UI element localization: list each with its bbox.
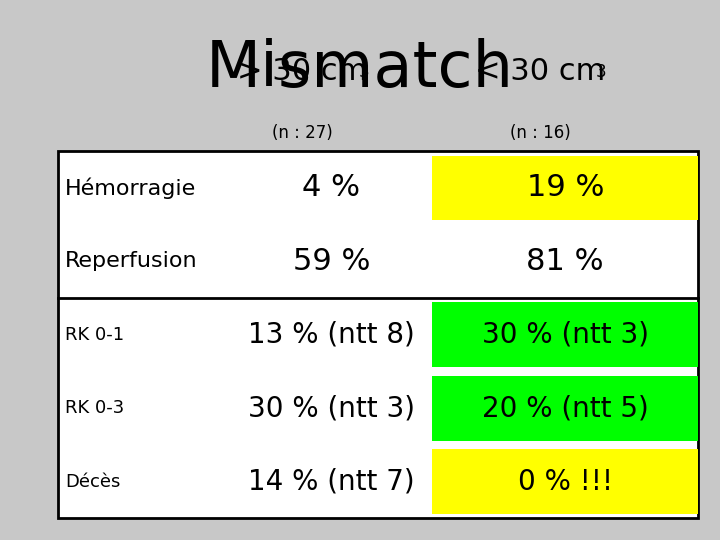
Text: 13 % (ntt 8): 13 % (ntt 8): [248, 321, 415, 349]
FancyBboxPatch shape: [432, 302, 698, 367]
Text: > 30 cm: > 30 cm: [238, 57, 367, 86]
Text: (n : 16): (n : 16): [510, 124, 570, 142]
Text: 3: 3: [596, 63, 606, 81]
Text: Décès: Décès: [65, 472, 120, 491]
Text: RK 0-1: RK 0-1: [65, 326, 124, 344]
Text: 14 % (ntt 7): 14 % (ntt 7): [248, 468, 415, 496]
FancyBboxPatch shape: [58, 151, 698, 518]
FancyBboxPatch shape: [432, 376, 698, 441]
Text: RK 0-3: RK 0-3: [65, 399, 124, 417]
Text: (n : 27): (n : 27): [272, 124, 333, 142]
Text: 81 %: 81 %: [526, 247, 604, 276]
Text: 19 %: 19 %: [526, 173, 604, 202]
Text: 30 % (ntt 3): 30 % (ntt 3): [248, 394, 415, 422]
Text: 30 % (ntt 3): 30 % (ntt 3): [482, 321, 649, 349]
FancyBboxPatch shape: [432, 449, 698, 514]
Text: 3: 3: [359, 63, 369, 81]
Text: Reperfusion: Reperfusion: [65, 251, 197, 272]
Text: 59 %: 59 %: [292, 247, 370, 276]
Text: Hémorragie: Hémorragie: [65, 177, 196, 199]
Text: 0 % !!!: 0 % !!!: [518, 468, 613, 496]
Text: Mismatch: Mismatch: [206, 38, 514, 100]
Text: 4 %: 4 %: [302, 173, 360, 202]
Text: < 30 cm: < 30 cm: [475, 57, 605, 86]
Text: 20 % (ntt 5): 20 % (ntt 5): [482, 394, 649, 422]
FancyBboxPatch shape: [432, 156, 698, 220]
